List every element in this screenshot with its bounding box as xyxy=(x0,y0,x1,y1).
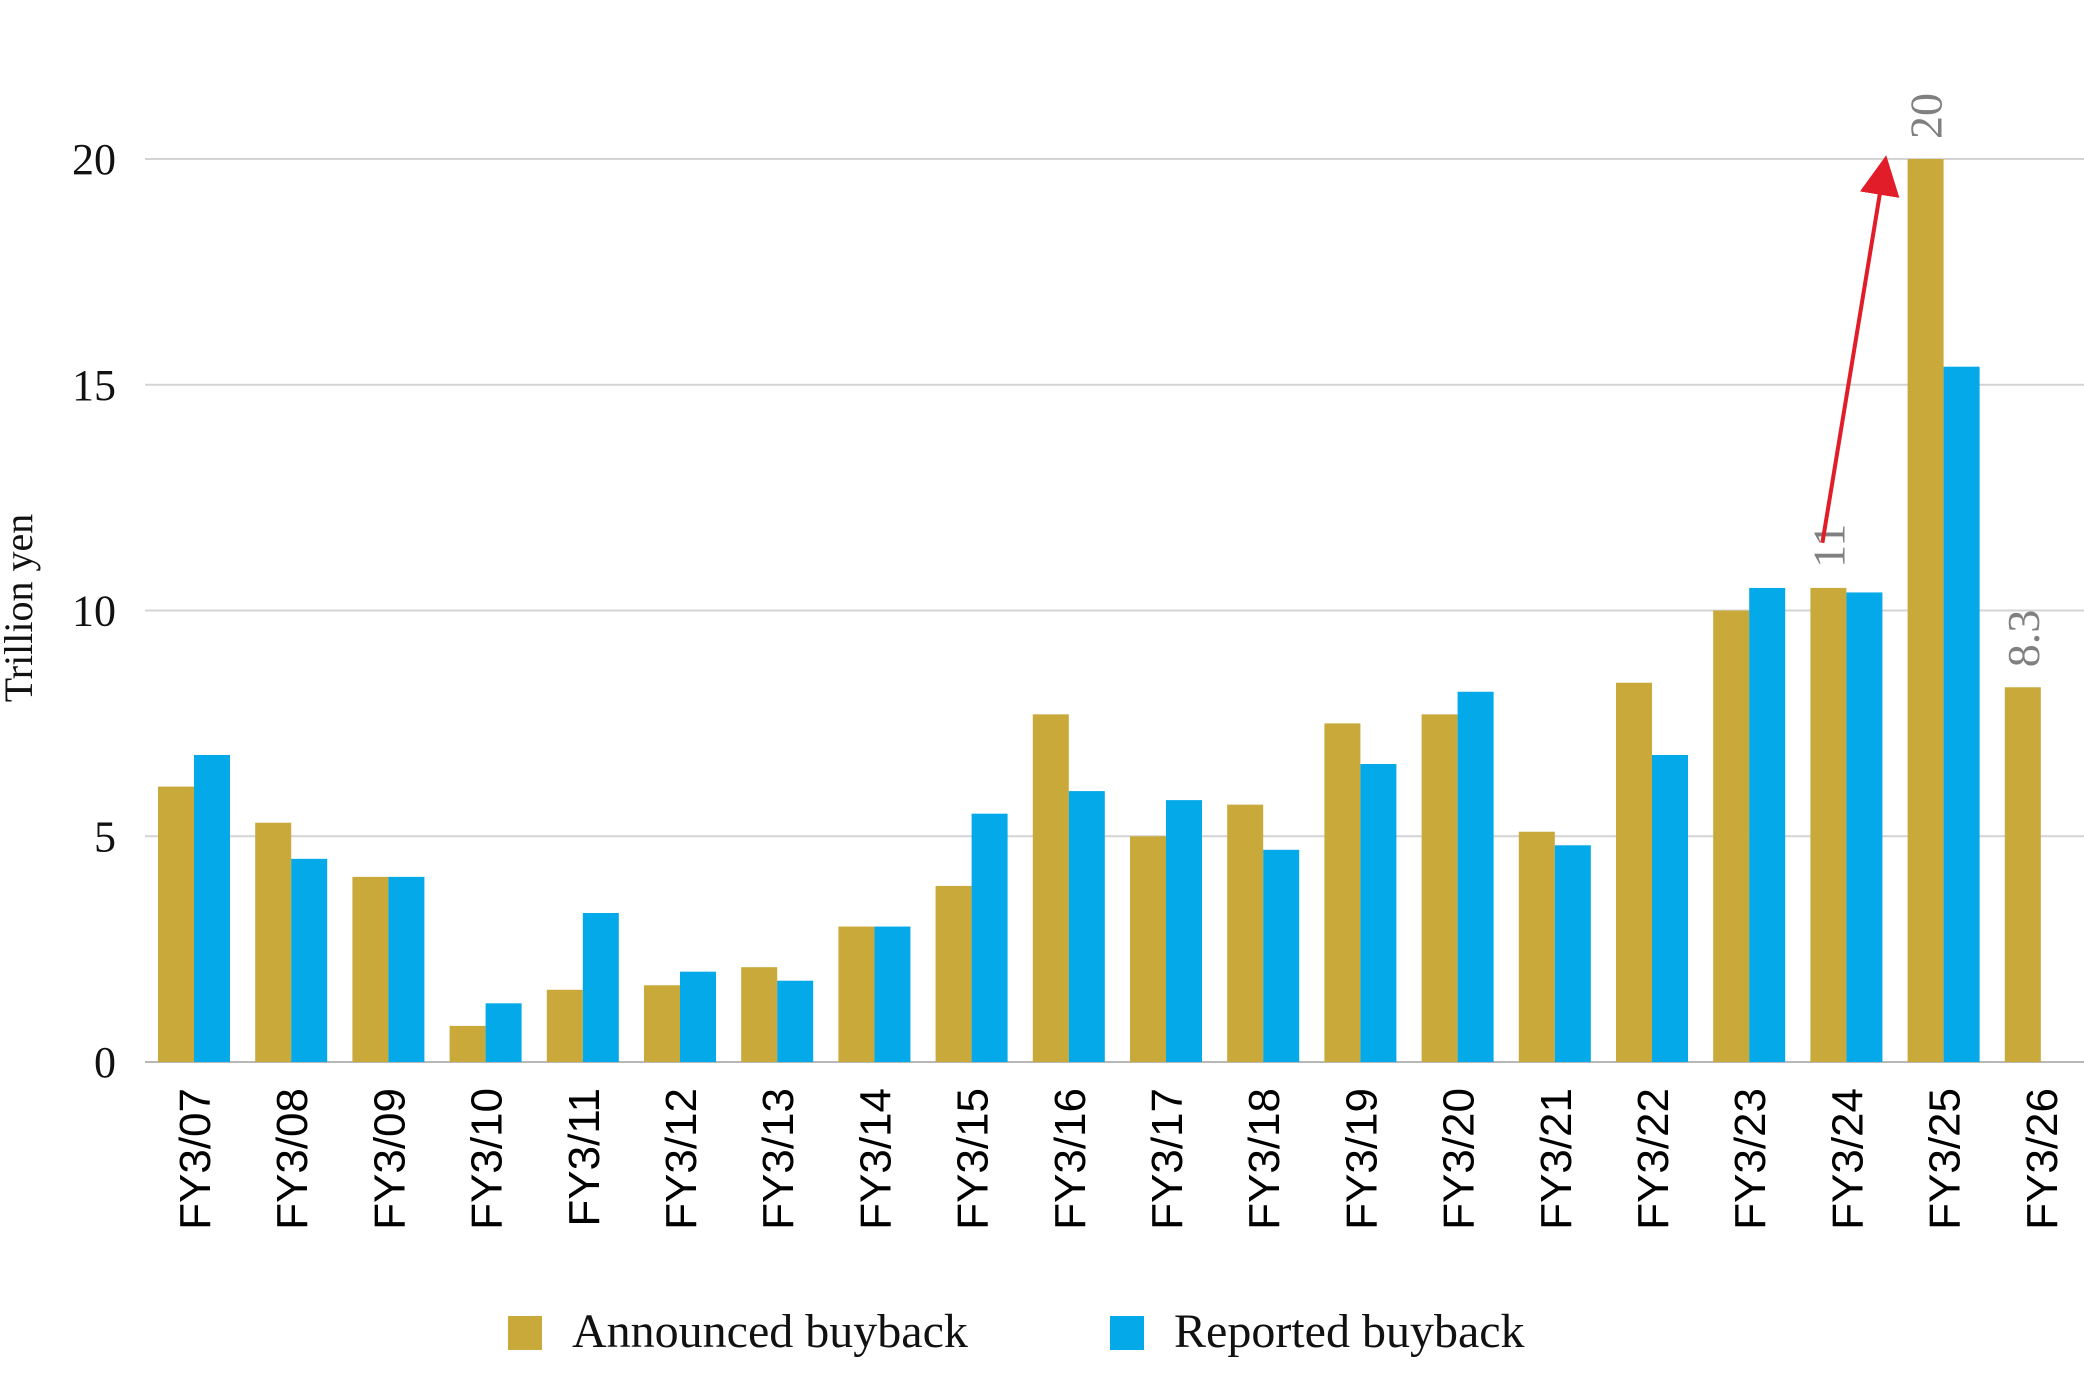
data-label: 8.3 xyxy=(1998,610,2049,668)
bar-reported xyxy=(582,913,619,1062)
x-tick-label: FY3/25 xyxy=(1921,1088,1970,1230)
bar-reported xyxy=(1943,366,1980,1062)
x-tick-label: FY3/22 xyxy=(1629,1088,1678,1230)
bar-announced xyxy=(741,967,778,1062)
x-tick-label: FY3/17 xyxy=(1143,1088,1192,1230)
bar-reported xyxy=(1457,691,1494,1062)
x-tick-label: FY3/10 xyxy=(463,1088,512,1230)
bar-reported xyxy=(777,980,814,1062)
x-tick-label: FY3/11 xyxy=(560,1088,609,1227)
x-tick-label: FY3/26 xyxy=(2018,1088,2067,1230)
bar-reported xyxy=(194,754,230,1062)
x-tick-label: FY3/14 xyxy=(851,1088,900,1230)
bar-announced xyxy=(255,822,292,1062)
y-tick-label: 15 xyxy=(72,361,116,410)
data-label: 20 xyxy=(1901,93,1952,139)
bar-announced xyxy=(352,876,389,1062)
bar-reported xyxy=(291,858,328,1062)
bar-reported xyxy=(1554,845,1591,1062)
legend-label: Reported buyback xyxy=(1174,1305,1525,1358)
legend: Announced buyback Reported buyback xyxy=(508,1305,1525,1358)
y-tick-label: 0 xyxy=(94,1038,116,1087)
x-tick-label: FY3/12 xyxy=(657,1088,706,1230)
x-tick-label: FY3/08 xyxy=(268,1088,317,1230)
bar-reported xyxy=(485,1003,522,1062)
legend-label: Announced buyback xyxy=(572,1305,968,1358)
bar-announced xyxy=(1616,682,1652,1062)
bar-reported xyxy=(971,813,1008,1062)
bar-reported xyxy=(1652,754,1688,1062)
bar-announced xyxy=(644,985,680,1062)
bar-announced xyxy=(1032,714,1069,1062)
gridlines xyxy=(145,158,2084,1063)
bar-announced xyxy=(935,885,972,1062)
bar-reported xyxy=(1166,800,1202,1062)
bar-announced xyxy=(1421,714,1458,1062)
bar-announced xyxy=(1713,610,1750,1062)
bar-reported xyxy=(388,876,425,1062)
y-axis-ticks: 0 5 10 15 20 xyxy=(72,135,116,1087)
x-tick-label: FY3/23 xyxy=(1726,1088,1775,1230)
bar-reported xyxy=(1263,849,1300,1062)
bar-reported xyxy=(1360,764,1397,1062)
bar-announced xyxy=(449,1025,486,1062)
x-tick-label: FY3/19 xyxy=(1337,1088,1386,1230)
x-tick-label: FY3/13 xyxy=(754,1088,803,1230)
bar-reported xyxy=(1846,592,1883,1062)
bar-reported xyxy=(1068,791,1105,1062)
x-tick-label: FY3/15 xyxy=(949,1088,998,1230)
x-tick-label: FY3/16 xyxy=(1046,1088,1095,1230)
bar-announced xyxy=(1324,723,1361,1062)
bar-announced xyxy=(1227,804,1264,1062)
bar-announced xyxy=(1130,836,1166,1062)
y-axis-label: Trillion yen xyxy=(0,514,41,703)
bar-announced xyxy=(1907,159,1944,1062)
x-tick-label: FY3/20 xyxy=(1435,1088,1484,1230)
trend-arrow xyxy=(1820,155,1900,544)
bar-announced xyxy=(1810,587,1847,1062)
legend-swatch xyxy=(508,1316,542,1350)
x-tick-label: FY3/18 xyxy=(1240,1088,1289,1230)
annotations-layer: 11 20 8.3 xyxy=(1803,93,2048,667)
bar-announced xyxy=(2004,687,2041,1062)
bar-reported xyxy=(680,971,716,1062)
x-tick-label: FY3/07 xyxy=(171,1088,220,1230)
bar-reported xyxy=(1749,587,1786,1062)
y-tick-label: 20 xyxy=(72,135,116,184)
y-tick-label: 10 xyxy=(72,587,116,636)
data-label: 11 xyxy=(1803,524,1854,568)
x-tick-label: FY3/24 xyxy=(1823,1088,1872,1230)
bar-announced xyxy=(838,926,875,1062)
bar-announced xyxy=(158,786,194,1062)
x-tick-label: FY3/21 xyxy=(1532,1088,1581,1230)
y-tick-label: 5 xyxy=(94,812,116,861)
bars-layer xyxy=(158,159,2041,1062)
bar-announced xyxy=(1518,831,1555,1062)
x-axis-ticks: FY3/07 FY3/08 FY3/09 FY3/10 FY3/11 FY3/12 FY3/… xyxy=(171,1088,2067,1230)
legend-swatch xyxy=(1110,1316,1144,1350)
bar-announced xyxy=(546,989,583,1062)
bar-reported xyxy=(874,926,911,1062)
x-tick-label: FY3/09 xyxy=(365,1088,414,1230)
